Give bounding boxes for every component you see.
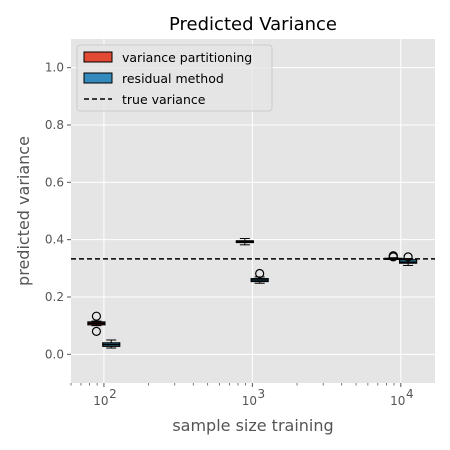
- x-tick-label: 10: [93, 394, 108, 408]
- box-variance-partitioning: [384, 251, 403, 262]
- legend-swatch-residual-method: [83, 72, 113, 84]
- y-tick-label: 1.0: [45, 61, 64, 75]
- y-axis-title: predicted variance: [14, 136, 33, 286]
- x-tick-label-exponent: 3: [258, 387, 266, 401]
- y-tick-label: 0.0: [45, 347, 64, 361]
- legend: variance partitioning residual method tr…: [76, 44, 273, 112]
- y-tick-label: 0.4: [45, 233, 64, 247]
- outlier-point: [388, 251, 398, 261]
- boxes-layer: [87, 238, 418, 349]
- y-tick-label: 0.8: [45, 118, 64, 132]
- box-variance-partitioning: [235, 238, 254, 246]
- box-residual-method: [398, 252, 418, 266]
- legend-swatch-variance-partitioning: [83, 51, 113, 63]
- y-tick-label: 0.2: [45, 290, 64, 304]
- x-tick-label: 10: [242, 394, 257, 408]
- x-tick-label-exponent: 4: [406, 387, 414, 401]
- chart-title: Predicted Variance: [169, 14, 337, 35]
- outlier-point: [255, 268, 265, 279]
- legend-label-true-variance: true variance: [122, 92, 206, 107]
- outlier-point: [91, 311, 102, 321]
- box-residual-method: [250, 268, 269, 284]
- y-tick-label: 0.6: [45, 175, 64, 189]
- legend-label-residual-method: residual method: [122, 71, 224, 86]
- box-variance-partitioning: [87, 311, 106, 336]
- legend-frame: [76, 44, 273, 112]
- box-residual-method: [102, 339, 121, 349]
- legend-label-variance-partitioning: variance partitioning: [122, 50, 252, 65]
- outlier-point: [91, 326, 102, 336]
- axes: 0.00.20.40.60.81.010 2 10 3 10 4: [45, 61, 414, 408]
- x-tick-label: 10: [390, 394, 405, 408]
- outlier-point: [403, 252, 413, 262]
- x-tick-label-exponent: 2: [109, 387, 117, 401]
- x-axis-title: sample size training: [172, 416, 333, 435]
